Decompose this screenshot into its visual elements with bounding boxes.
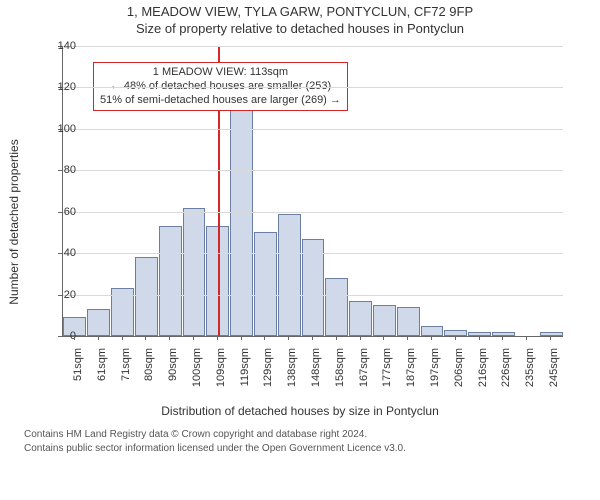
- y-gridline: [63, 87, 563, 88]
- x-tick-label: 235sqm: [524, 348, 536, 408]
- x-tick-mark: [526, 336, 527, 340]
- x-tick-mark: [193, 336, 194, 340]
- chart-area: 1 MEADOW VIEW: 113sqm ← 48% of detached …: [62, 46, 563, 337]
- x-tick-label: 80sqm: [143, 348, 155, 408]
- histogram-bar: [468, 332, 491, 336]
- histogram-bar: [421, 326, 444, 336]
- y-tick-label: 0: [46, 330, 76, 342]
- x-tick-mark: [431, 336, 432, 340]
- histogram-bar: [278, 214, 301, 336]
- histogram-bar: [87, 309, 110, 336]
- y-axis-label: Number of detached properties: [7, 139, 21, 304]
- y-tick-label: 120: [46, 81, 76, 93]
- x-tick-label: 216sqm: [477, 348, 489, 408]
- x-tick-label: 197sqm: [429, 348, 441, 408]
- x-tick-label: 226sqm: [500, 348, 512, 408]
- x-tick-mark: [241, 336, 242, 340]
- x-tick-mark: [217, 336, 218, 340]
- x-tick-label: 167sqm: [358, 348, 370, 408]
- y-gridline: [63, 253, 563, 254]
- histogram-bar: [349, 301, 372, 336]
- x-tick-label: 119sqm: [239, 348, 251, 408]
- x-tick-label: 51sqm: [72, 348, 84, 408]
- x-tick-mark: [336, 336, 337, 340]
- y-tick-label: 140: [46, 40, 76, 52]
- histogram-bar: [325, 278, 348, 336]
- annotation-line-1: 1 MEADOW VIEW: 113sqm: [100, 66, 341, 80]
- x-tick-mark: [74, 336, 75, 340]
- x-tick-label: 206sqm: [453, 348, 465, 408]
- y-tick-label: 40: [46, 247, 76, 259]
- x-tick-label: 129sqm: [262, 348, 274, 408]
- histogram-bar: [230, 104, 253, 336]
- footer-line-1: Contains HM Land Registry data © Crown c…: [24, 428, 600, 442]
- y-gridline: [63, 129, 563, 130]
- histogram-bar: [397, 307, 420, 336]
- x-tick-mark: [455, 336, 456, 340]
- x-tick-label: 177sqm: [381, 348, 393, 408]
- histogram-bar: [135, 257, 158, 336]
- y-gridline: [63, 295, 563, 296]
- histogram-bar: [254, 232, 277, 336]
- x-tick-mark: [98, 336, 99, 340]
- x-tick-label: 158sqm: [334, 348, 346, 408]
- annotation-line-3: 51% of semi-detached houses are larger (…: [100, 94, 341, 108]
- x-tick-mark: [288, 336, 289, 340]
- y-gridline: [63, 212, 563, 213]
- footer-line-2: Contains public sector information licen…: [24, 442, 600, 456]
- x-tick-label: 100sqm: [191, 348, 203, 408]
- x-tick-label: 90sqm: [167, 348, 179, 408]
- x-tick-label: 187sqm: [405, 348, 417, 408]
- chart-title-sub: Size of property relative to detached ho…: [0, 21, 600, 36]
- x-tick-label: 245sqm: [548, 348, 560, 408]
- y-tick-label: 60: [46, 206, 76, 218]
- x-tick-label: 148sqm: [310, 348, 322, 408]
- x-tick-mark: [122, 336, 123, 340]
- x-tick-label: 61sqm: [96, 348, 108, 408]
- y-tick-label: 100: [46, 123, 76, 135]
- x-tick-label: 138sqm: [286, 348, 298, 408]
- x-tick-mark: [360, 336, 361, 340]
- y-tick-label: 20: [46, 289, 76, 301]
- chart-title-main: 1, MEADOW VIEW, TYLA GARW, PONTYCLUN, CF…: [0, 4, 600, 19]
- histogram-bar: [373, 305, 396, 336]
- x-tick-mark: [264, 336, 265, 340]
- x-tick-mark: [312, 336, 313, 340]
- histogram-bar: [492, 332, 515, 336]
- x-tick-mark: [479, 336, 480, 340]
- footer-attribution: Contains HM Land Registry data © Crown c…: [24, 428, 600, 455]
- x-tick-mark: [383, 336, 384, 340]
- x-tick-mark: [502, 336, 503, 340]
- y-gridline: [63, 46, 563, 47]
- x-tick-mark: [407, 336, 408, 340]
- histogram-bar: [159, 226, 182, 336]
- histogram-bar: [183, 208, 206, 336]
- x-tick-label: 109sqm: [215, 348, 227, 408]
- plot-area: Number of detached properties 1 MEADOW V…: [20, 42, 580, 402]
- histogram-bar: [444, 330, 467, 336]
- x-tick-mark: [169, 336, 170, 340]
- chart-titles: 1, MEADOW VIEW, TYLA GARW, PONTYCLUN, CF…: [0, 0, 600, 36]
- x-tick-label: 71sqm: [120, 348, 132, 408]
- x-tick-mark: [550, 336, 551, 340]
- y-gridline: [63, 170, 563, 171]
- x-tick-mark: [145, 336, 146, 340]
- y-tick-label: 80: [46, 164, 76, 176]
